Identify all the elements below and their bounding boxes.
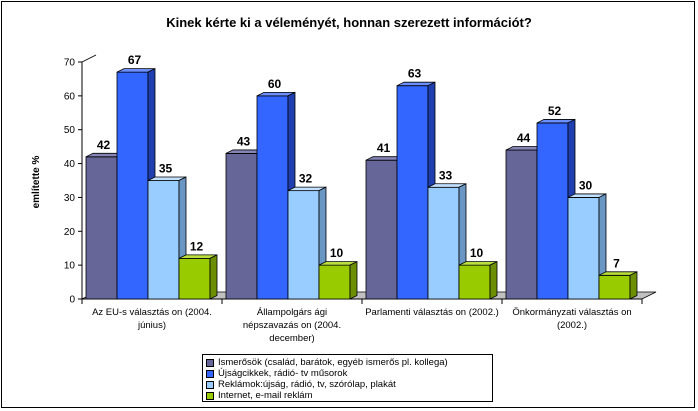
data-label: 10 [470, 246, 484, 260]
bar-side [489, 260, 498, 300]
legend-swatch [206, 380, 214, 389]
bar [365, 159, 398, 300]
bar [85, 156, 118, 300]
data-label: 41 [377, 141, 391, 155]
bar [536, 122, 569, 300]
bar [598, 274, 631, 300]
category-label: Parlamenti választás on (2002.) [365, 307, 499, 318]
legend-label: Ismerősök (család, barátok, egyéb ismerő… [218, 357, 448, 368]
category-label: Állampolgárs ági [257, 307, 327, 318]
y-tick-label: 30 [64, 193, 76, 204]
category-label: Az EU-s választás on (2004. [92, 307, 212, 318]
bar [116, 71, 149, 300]
legend-swatch [206, 358, 214, 367]
bar [225, 153, 258, 300]
bar [318, 264, 351, 300]
legend-label: Reklámok:újság, rádió, tv, szórólap, pla… [218, 379, 396, 390]
bar-side [349, 260, 358, 300]
legend-swatch [206, 369, 214, 378]
data-label: 30 [579, 178, 593, 192]
bar [567, 197, 600, 300]
data-label: 33 [439, 168, 453, 182]
category-label: Önkormányzati választás on [512, 307, 631, 318]
chart-legend: Ismerősök (család, barátok, egyéb ismerő… [202, 354, 493, 402]
y-tick-label: 70 [64, 58, 76, 69]
legend-swatch [206, 391, 214, 400]
y-tick-label: 50 [64, 125, 76, 136]
bar [147, 180, 180, 300]
data-label: 7 [613, 256, 620, 270]
wall-edge [81, 54, 97, 63]
category-label: (2002.) [557, 320, 587, 331]
bar-side [209, 254, 218, 300]
y-tick-label: 10 [64, 261, 76, 272]
data-label: 52 [548, 104, 562, 118]
bar [178, 257, 211, 300]
category-label: népszavazás on (2004. [243, 320, 341, 331]
data-label: 43 [237, 134, 251, 148]
bar [458, 264, 491, 300]
data-label: 10 [330, 246, 344, 260]
y-tick-label: 40 [64, 159, 76, 170]
bar [396, 85, 429, 300]
legend-item: Ismerősök (család, barátok, egyéb ismerő… [206, 357, 492, 368]
legend-item: Internet, e-mail reklám [206, 390, 492, 401]
category-label: december) [269, 333, 314, 344]
bar [505, 149, 538, 300]
data-label: 63 [408, 67, 422, 81]
data-label: 67 [128, 53, 142, 67]
bar-side [629, 271, 638, 300]
data-label: 32 [299, 172, 313, 186]
bar [256, 95, 289, 300]
chart-title: Kinek kérte ki a véleményét, honnan szer… [166, 15, 532, 30]
legend-label: Újságcikkek, rádió- tv műsorok [218, 368, 348, 379]
data-label: 12 [190, 239, 204, 253]
legend-label: Internet, e-mail reklám [218, 390, 313, 401]
data-label: 42 [97, 138, 111, 152]
legend-item: Reklámok:újság, rádió, tv, szórólap, pla… [206, 379, 492, 390]
legend-item: Újságcikkek, rádió- tv műsorok [206, 368, 492, 379]
bar [287, 190, 320, 300]
data-label: 35 [159, 162, 173, 176]
y-tick-label: 0 [69, 295, 75, 306]
data-label: 60 [268, 77, 282, 91]
data-label: 44 [517, 131, 531, 145]
y-tick-label: 20 [64, 227, 76, 238]
y-tick-label: 60 [64, 91, 76, 102]
bar [427, 186, 460, 300]
category-label: június) [137, 320, 166, 331]
